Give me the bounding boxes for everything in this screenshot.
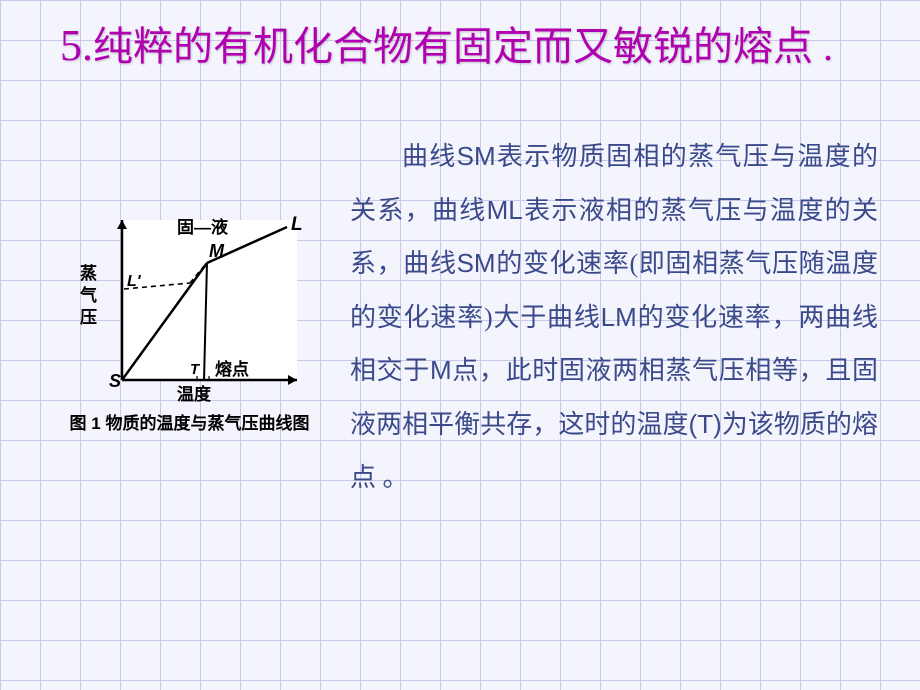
svg-text:气: 气 <box>79 285 97 305</box>
phase-diagram-svg: 固—液LML'ST熔点温度蒸气压 <box>62 205 317 405</box>
body-text: 曲线SM表示物质固相的蒸气压与温度的关系，曲线ML表示液相的蒸气压与温度的关系，… <box>350 130 878 505</box>
title-number: 5. <box>60 21 93 70</box>
svg-text:固—液: 固—液 <box>177 217 228 237</box>
svg-text:L': L' <box>127 273 142 290</box>
svg-text:熔点: 熔点 <box>215 359 249 379</box>
title-text: 纯粹的有机化合物有固定而又敏锐的熔点 . <box>93 24 833 69</box>
figure-caption: 图 1 物质的温度与蒸气压曲线图 <box>62 409 317 434</box>
svg-text:蒸: 蒸 <box>80 264 97 283</box>
slide-title: 5.纯粹的有机化合物有固定而又敏锐的熔点 . <box>60 16 880 75</box>
svg-text:温度: 温度 <box>177 384 212 404</box>
phase-diagram-figure: 固—液LML'ST熔点温度蒸气压 图 1 物质的温度与蒸气压曲线图 <box>62 205 317 434</box>
svg-text:压: 压 <box>80 308 97 327</box>
svg-text:M: M <box>209 241 225 261</box>
svg-text:S: S <box>109 371 121 391</box>
svg-text:L: L <box>291 214 303 235</box>
